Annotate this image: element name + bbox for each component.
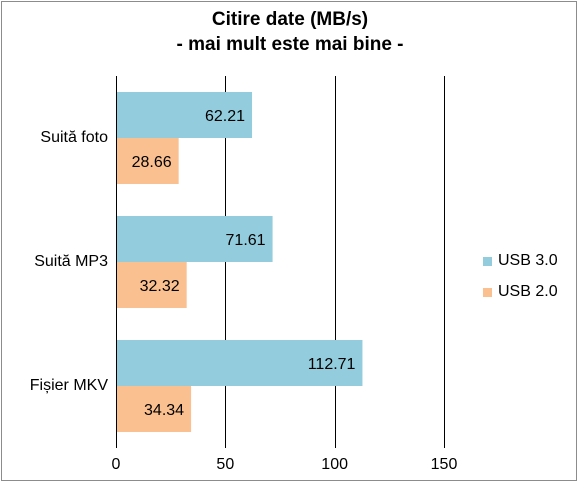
bar-usb2-0: [116, 138, 179, 184]
legend-swatch-usb2: [483, 287, 492, 297]
data-label-usb2-0: 28.66: [132, 154, 172, 171]
legend-label-usb2: USB 2.0: [498, 283, 558, 300]
category-label-0: Suită foto: [40, 129, 108, 146]
data-label-usb2-1: 32.32: [140, 278, 180, 295]
legend-label-usb3: USB 3.0: [498, 252, 558, 269]
chart-legend: USB 3.0 USB 2.0: [483, 250, 558, 312]
x-tick-label-150: 150: [430, 456, 458, 473]
legend-item-usb2: USB 2.0: [483, 281, 558, 303]
chart-title-line-1: Citire date (MB/s): [211, 9, 369, 30]
category-label-2: Fișier MKV: [29, 377, 108, 394]
legend-swatch-usb3: [483, 256, 492, 266]
bar-usb3-1: [116, 216, 273, 262]
bar-usb2-1: [116, 262, 187, 308]
bar-usb3-2: [116, 340, 363, 386]
chart-title-line-2: - mai mult este mai bine -: [176, 34, 404, 55]
chart-title: Citire date (MB/s) - mai mult este mai b…: [0, 7, 580, 57]
bar-usb2-2: [116, 386, 192, 432]
x-tick-label-50: 50: [216, 456, 235, 473]
data-label-usb3-1: 71.61: [226, 232, 266, 249]
data-label-usb2-2: 34.34: [144, 402, 184, 419]
data-label-usb3-2: 112.71: [308, 356, 356, 373]
bar-usb3-0: [116, 92, 253, 138]
x-tick-label-100: 100: [321, 456, 348, 473]
category-label-1: Suită MP3: [34, 253, 108, 270]
data-label-usb3-0: 62.21: [205, 108, 245, 125]
legend-item-usb3: USB 3.0: [483, 250, 558, 272]
x-tick-label-0: 0: [111, 456, 121, 473]
